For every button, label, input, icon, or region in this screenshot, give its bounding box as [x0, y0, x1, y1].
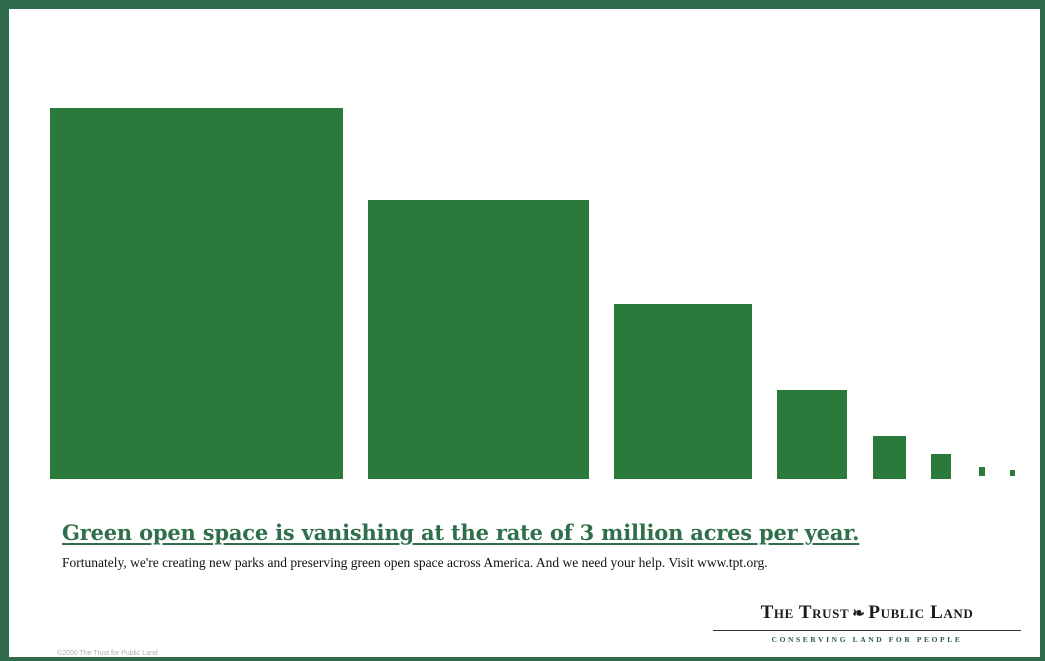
- logo-tagline: CONSERVING LAND FOR PEOPLE: [771, 635, 963, 644]
- logo-rule: [713, 630, 1021, 631]
- subline: Fortunately, we're creating new parks an…: [62, 555, 768, 570]
- green-block-6: [931, 454, 951, 479]
- green-block-5: [873, 436, 906, 479]
- copyright-notice: ©2000 The Trust for Public Land: [57, 650, 158, 657]
- green-block-2: [368, 200, 589, 479]
- green-block-3: [614, 304, 752, 479]
- green-block-8: [1010, 470, 1015, 476]
- leaf-icon: ❧: [852, 606, 866, 622]
- green-block-4: [777, 390, 847, 479]
- organization-logo: The Trust ❧ Public Land CONSERVING LAND FO…: [705, 602, 1029, 644]
- logo-name: The Trust ❧ Public Land: [705, 602, 1029, 624]
- logo-name-part1: The Trust: [760, 602, 850, 623]
- logo-name-part2: Public Land: [868, 602, 974, 623]
- headline: Green open space is vanishing at the rat…: [62, 520, 860, 545]
- green-block-1: [50, 108, 343, 479]
- green-block-7: [979, 467, 985, 476]
